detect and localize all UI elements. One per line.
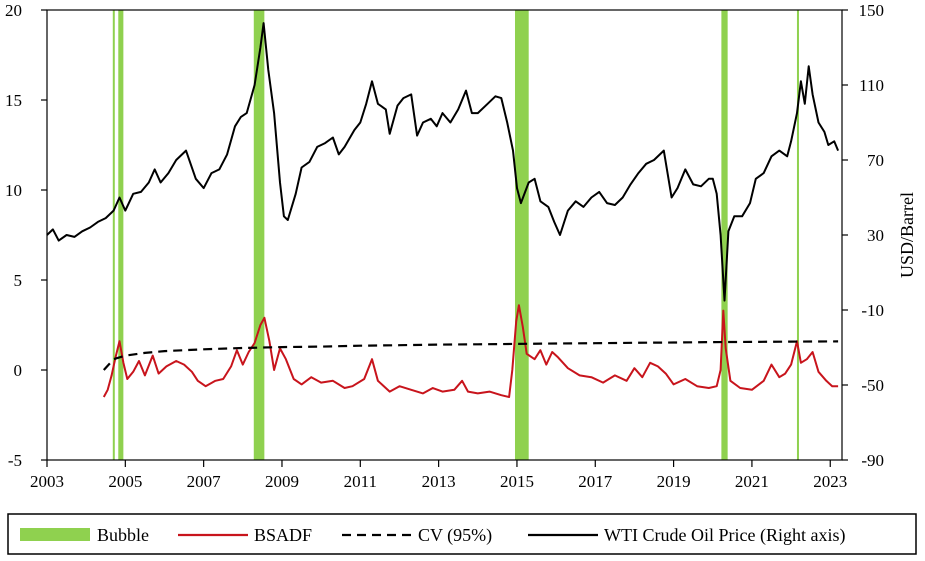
bubble-band-4 [721, 10, 728, 460]
right-tick-label-2: 70 [867, 151, 884, 170]
x-tick-label-4: 2011 [344, 472, 377, 491]
legend-label-bsadf: BSADF [254, 525, 312, 545]
axes: 2003 2005 2007 2009 2011 2013 2015 2017 2019 2021… [5, 1, 917, 491]
left-tick-label-0: 20 [5, 1, 22, 20]
left-tick-label-4: 0 [14, 361, 23, 380]
series-line-2 [102, 340, 839, 371]
bubble-periods [112, 10, 799, 460]
series-lines [46, 22, 840, 398]
right-tick-label-6: -90 [861, 451, 884, 470]
legend-label-wti: WTI Crude Oil Price (Right axis) [604, 525, 845, 546]
x-tick-label-2: 2007 [187, 472, 222, 491]
x-tick-label-9: 2021 [735, 472, 769, 491]
right-tick-label-1: 110 [859, 76, 884, 95]
x-tick-label-3: 2009 [265, 472, 299, 491]
bubble-band-3 [514, 10, 529, 460]
left-axis-ticks: 20 15 10 5 0 -5 [5, 1, 47, 470]
legend-box [7, 513, 917, 555]
right-tick-label-5: -50 [861, 376, 884, 395]
series-line-1 [102, 304, 839, 398]
right-tick-label-3: 30 [867, 226, 884, 245]
left-tick-label-1: 15 [5, 91, 22, 110]
right-tick-label-0: 150 [859, 1, 885, 20]
x-tick-label-7: 2017 [578, 472, 613, 491]
x-axis-ticks: 2003 2005 2007 2009 2011 2013 2015 2017 2019 2021… [30, 460, 847, 491]
x-tick-label-10: 2023 [813, 472, 847, 491]
bubble-band-2 [253, 10, 265, 460]
left-tick-label-5: -5 [8, 451, 22, 470]
legend: Bubble BSADF CV (95%) WTI Crude Oil Pric… [7, 513, 917, 555]
bubble-band-5 [796, 10, 799, 460]
series-line-0 [46, 22, 840, 302]
bubble-band-1 [118, 10, 124, 460]
x-tick-label-5: 2013 [422, 472, 456, 491]
legend-label-cv: CV (95%) [418, 525, 492, 546]
left-tick-label-2: 10 [5, 181, 22, 200]
legend-label-bubble: Bubble [97, 525, 149, 545]
legend-swatch-bubble [20, 528, 90, 541]
left-tick-label-3: 5 [14, 271, 23, 290]
right-axis-ticks: 150 110 70 30 -10 -50 -90 [842, 1, 884, 470]
x-tick-label-1: 2005 [108, 472, 142, 491]
right-axis-title: USD/Barrel [897, 192, 917, 278]
x-tick-label-6: 2015 [500, 472, 534, 491]
right-tick-label-4: -10 [861, 301, 884, 320]
x-tick-label-0: 2003 [30, 472, 64, 491]
bubble-band-0 [112, 10, 115, 460]
x-tick-label-8: 2019 [657, 472, 691, 491]
